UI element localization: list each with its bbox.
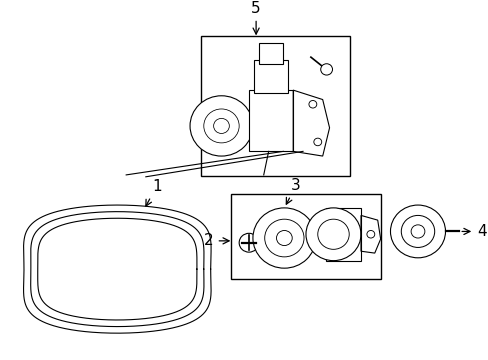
Circle shape <box>252 208 315 268</box>
Circle shape <box>308 100 316 108</box>
Circle shape <box>190 96 252 156</box>
Text: 5: 5 <box>251 1 261 34</box>
Bar <box>231 194 380 279</box>
Circle shape <box>276 230 292 246</box>
Circle shape <box>239 233 258 252</box>
Circle shape <box>410 225 424 238</box>
Text: 4: 4 <box>461 224 486 239</box>
Circle shape <box>390 205 445 258</box>
Circle shape <box>317 219 348 249</box>
Bar <box>325 208 360 261</box>
Text: 3: 3 <box>285 178 301 204</box>
Text: 2: 2 <box>203 233 229 248</box>
Circle shape <box>203 109 239 143</box>
Circle shape <box>366 230 374 238</box>
Circle shape <box>401 215 434 247</box>
Text: 1: 1 <box>145 179 161 206</box>
Circle shape <box>313 138 321 146</box>
Bar <box>253 60 288 93</box>
Circle shape <box>305 208 360 261</box>
Bar <box>248 90 293 151</box>
Circle shape <box>213 118 229 134</box>
Circle shape <box>264 219 304 257</box>
Bar <box>201 36 349 176</box>
Bar <box>258 43 283 64</box>
Circle shape <box>320 64 332 75</box>
